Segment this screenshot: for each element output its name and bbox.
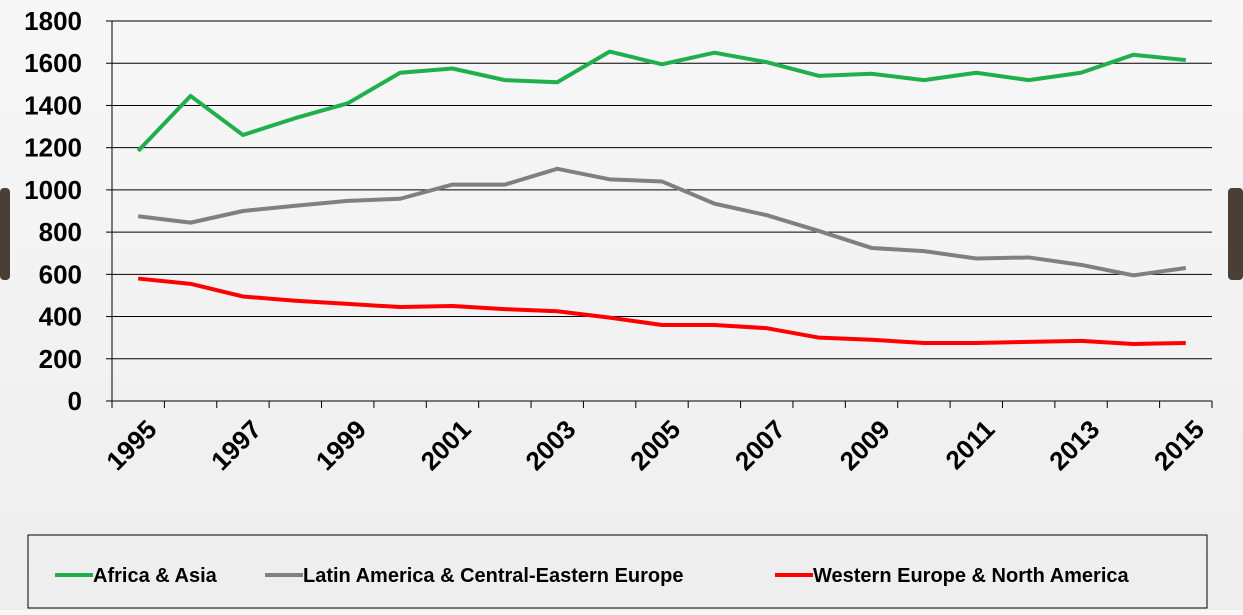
series-line [136, 49, 1187, 153]
y-tick-label: 200 [39, 344, 82, 374]
y-tick-label: 1000 [24, 175, 82, 205]
x-tick-label: 2011 [939, 414, 1000, 475]
y-tick-label: 400 [39, 302, 82, 332]
legend-label: Latin America & Central-Eastern Europe [303, 565, 683, 587]
side-decoration [1228, 188, 1243, 280]
x-tick-label: 2015 [1148, 414, 1210, 476]
x-tick-label: 2013 [1043, 414, 1105, 476]
y-tick-label: 800 [39, 217, 82, 247]
x-tick-label: 1999 [310, 414, 372, 476]
legend-box [27, 534, 1208, 609]
y-tick-label: 1800 [24, 6, 82, 36]
x-tick-label: 2007 [729, 414, 791, 476]
series-line [137, 276, 1186, 346]
side-decoration [0, 188, 10, 280]
x-tick-label: 1997 [205, 414, 267, 476]
x-tick-label: 1995 [100, 414, 162, 476]
y-tick-label: 1600 [24, 48, 82, 78]
y-tick-label: 600 [39, 259, 82, 289]
legend-label: Africa & Asia [93, 565, 218, 587]
x-tick-label: 2003 [519, 414, 581, 476]
y-tick-label: 0 [68, 386, 82, 416]
legend-label: Western Europe & North America [813, 565, 1130, 587]
x-tick-label: 2005 [624, 414, 686, 476]
x-tick-label: 2001 [415, 414, 477, 476]
y-tick-label: 1200 [24, 133, 82, 163]
series-line [137, 166, 1187, 278]
y-tick-label: 1400 [24, 90, 82, 120]
x-tick-label: 2009 [834, 414, 896, 476]
